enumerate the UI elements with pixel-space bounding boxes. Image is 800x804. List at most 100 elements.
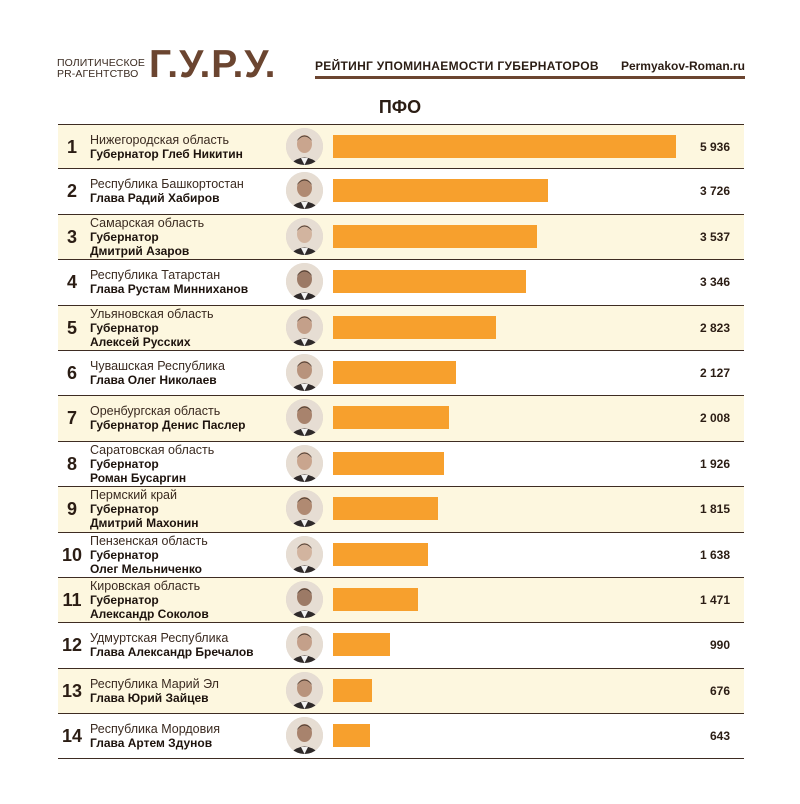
name-block: Пензенская область Губернатор Олег Мельнич… (90, 533, 290, 577)
mention-count: 676 (709, 683, 730, 698)
rank-number: 9 (66, 499, 77, 520)
header-divider (315, 76, 745, 79)
governor-name: Глава Олег Николаев (90, 372, 217, 387)
name-block: Нижегородская область Губернатор Глеб Ник… (90, 125, 290, 169)
mention-count: 2 008 (699, 411, 730, 426)
governor-name: Глава Юрий Зайцев (90, 690, 209, 705)
mention-count: 5 936 (699, 140, 730, 154)
name-block: Саратовская область Губернатор Роман Бусар… (90, 442, 290, 486)
portrait-avatar (286, 671, 323, 709)
table-row: 2 Республика Башкортостан Глава Радий Хаби… (58, 169, 744, 215)
region-name: Нижегородская область (90, 133, 229, 147)
name-block: Чувашская Республика Глава Олег Николаев (90, 351, 290, 395)
table-row: 12 Удмуртская Республика Глава Александр Б… (58, 623, 744, 669)
rank-number: 14 (61, 726, 83, 747)
name-block: Самарская область Губернатор Дмитрий Азаро… (90, 215, 290, 259)
mention-count: 1 926 (699, 456, 730, 471)
portrait-avatar (286, 263, 323, 301)
name-block: Кировская область Губернатор Александр Сок… (90, 578, 290, 622)
mention-count: 3 537 (699, 229, 730, 244)
governor-name: Алексей Русских (90, 334, 191, 349)
mention-count: 990 (709, 638, 730, 653)
governor-name: Губернатор (90, 547, 159, 562)
header: ПОЛИТИЧЕСКОЕ PR-АГЕНТСТВО Г.У.Р.У. РЕЙТИ… (57, 43, 745, 86)
mention-count: 643 (709, 729, 730, 744)
governor-name: Глава Артем Здунов (90, 736, 213, 751)
portrait-avatar (286, 535, 323, 573)
portrait-avatar (286, 580, 323, 618)
region-name: Республика Башкортостан (90, 177, 244, 192)
mention-bar (333, 315, 497, 339)
governor-name: Глава Радий Хабиров (90, 191, 220, 206)
region-name: Самарская область (90, 215, 205, 230)
mention-bar (333, 678, 373, 702)
region-name: Удмуртская Республика (90, 631, 229, 646)
mention-bar (333, 135, 676, 158)
portrait-avatar (286, 626, 323, 664)
rank-number: 4 (66, 272, 77, 293)
name-block: Республика Башкортостан Глава Радий Хабир… (90, 169, 290, 213)
table-row: 7 Оренбургская область Губернатор Денис Па… (58, 396, 744, 442)
governor-name: Глава Александр Бречалов (90, 645, 254, 660)
table-row: 13 Республика Марий Эл Глава Юрий Зайцев 67… (58, 668, 744, 715)
rating-title: РЕЙТИНГ УПОМИНАЕМОСТИ ГУБЕРНАТОРОВ (315, 59, 599, 73)
table-row: 14 Республика Мордовия Глава Артем Здунов 6… (58, 714, 744, 760)
mention-count: 3 726 (699, 184, 730, 199)
rank-number: 5 (66, 317, 77, 338)
portrait-avatar (286, 399, 323, 437)
rank-number: 11 (62, 589, 82, 610)
governor-name: Дмитрий Азаров (90, 243, 190, 258)
portrait-avatar (286, 172, 323, 210)
governor-name: Губернатор (90, 456, 159, 471)
table-row: 4 Республика Татарстан Глава Рустам Минних… (58, 260, 744, 306)
mention-bar (333, 360, 456, 384)
table-row: 1 Нижегородская область Губернатор Глеб Ни… (58, 124, 744, 170)
governor-name: Губернатор Глеб Никитин (90, 147, 243, 161)
guru-logo: Г.У.Р.У. (149, 43, 277, 86)
name-block: Ульяновская область Губернатор Алексей Рус… (90, 306, 290, 350)
governor-name: Роман Бусаргин (90, 470, 187, 485)
region-name: Ульяновская область (90, 306, 214, 321)
governor-name: Александр Соколов (90, 606, 209, 621)
name-block: Республика Татарстан Глава Рустам Минниха… (90, 260, 290, 304)
mention-bar (333, 179, 549, 203)
name-block: Республика Мордовия Глава Артем Здунов (90, 714, 290, 758)
table-row: 5 Ульяновская область Губернатор Алексей Ру… (58, 305, 744, 351)
rank-number: 10 (61, 544, 83, 565)
mention-bar (333, 724, 371, 748)
region-name: Пермский край (90, 488, 177, 503)
mention-count: 2 823 (699, 320, 730, 335)
table-row: 9 Пермский край Губернатор Дмитрий Махонин 1… (58, 487, 744, 533)
table-row: 8 Саратовская область Губернатор Роман Буса… (58, 442, 744, 488)
region-name: Саратовская область (90, 442, 215, 457)
mention-count: 1 638 (699, 547, 730, 562)
mention-bar (333, 497, 438, 521)
name-block: Удмуртская Республика Глава Александр Бре… (90, 623, 290, 667)
mention-count: 1 815 (699, 502, 730, 517)
region-name: Оренбургская область (90, 404, 221, 419)
region-name: Чувашская Республика (90, 358, 225, 373)
rank-number: 1 (66, 137, 77, 157)
portrait-avatar (286, 128, 323, 165)
mention-count: 1 471 (699, 592, 730, 607)
portrait-avatar (286, 308, 323, 346)
name-block: Оренбургская область Губернатор Денис Пас… (90, 396, 290, 440)
mention-bar (333, 633, 391, 657)
region-name: Республика Мордовия (90, 722, 220, 737)
mention-count: 2 127 (699, 365, 730, 380)
mention-count: 3 346 (699, 275, 730, 290)
mention-bar (333, 587, 418, 611)
governor-name: Губернатор Денис Паслер (90, 418, 246, 433)
governor-name: Губернатор (90, 502, 159, 517)
rank-number: 3 (66, 226, 77, 247)
rank-number: 12 (61, 635, 83, 656)
mention-bar (333, 451, 445, 475)
rank-number: 7 (66, 408, 77, 429)
governor-name: Дмитрий Махонин (90, 516, 199, 531)
portrait-avatar (286, 717, 323, 755)
mention-bar (333, 406, 449, 430)
chart-title: ПФО (378, 97, 422, 117)
mention-bar (333, 270, 527, 294)
rank-number: 13 (61, 680, 83, 701)
portrait-avatar (286, 490, 323, 528)
